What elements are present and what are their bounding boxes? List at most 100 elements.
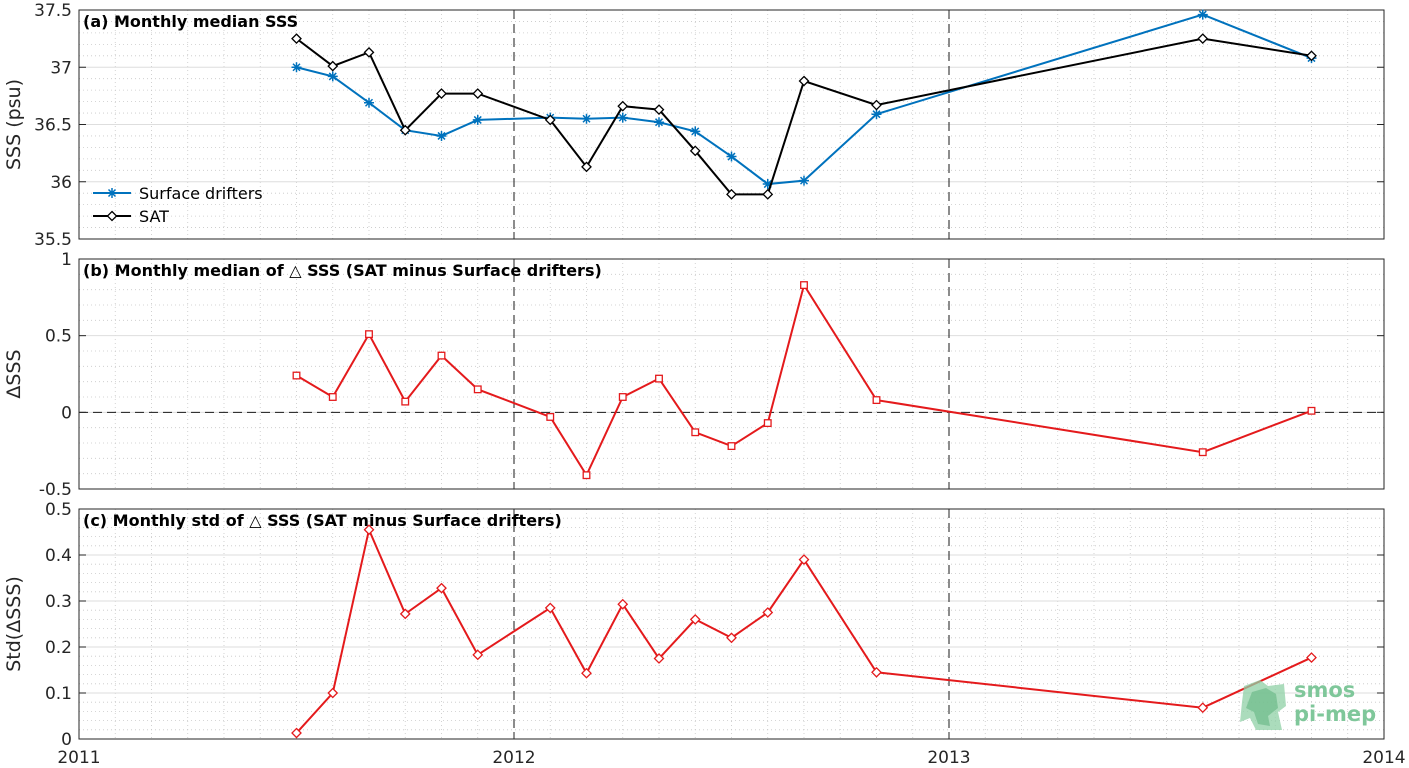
data-point bbox=[762, 179, 773, 190]
data-point bbox=[544, 114, 556, 126]
y-tick-label: 0.2 bbox=[45, 638, 72, 658]
y-tick-label: 1 bbox=[61, 250, 72, 270]
panel-a: 35.5 36 36.5 37 37.5 SSS (psu) (a) Monthly med… bbox=[3, 1, 1385, 250]
data-point bbox=[436, 130, 447, 141]
x-tick-label: 2012 bbox=[492, 748, 535, 768]
data-point bbox=[727, 442, 736, 451]
data-point bbox=[798, 554, 810, 566]
logo-line1: smos bbox=[1294, 678, 1356, 702]
logo-line2: pi-mep bbox=[1294, 702, 1377, 726]
data-point bbox=[363, 524, 375, 536]
data-point bbox=[582, 471, 591, 480]
data-point bbox=[690, 126, 701, 137]
data-point bbox=[1197, 9, 1208, 20]
data-point bbox=[1306, 50, 1317, 62]
panel-title: (b) Monthly median of △ SSS (SAT minus S… bbox=[83, 261, 602, 280]
data-point bbox=[291, 727, 302, 739]
data-point bbox=[436, 582, 447, 594]
data-point bbox=[689, 145, 701, 157]
data-point bbox=[1197, 702, 1209, 714]
y-tick-label: 0.5 bbox=[45, 327, 72, 347]
data-point bbox=[1198, 448, 1207, 457]
data-point bbox=[1197, 33, 1209, 45]
legend: Surface drifters SAT bbox=[93, 184, 263, 226]
data-point bbox=[726, 632, 737, 644]
series-delta bbox=[292, 281, 1316, 480]
data-point bbox=[363, 46, 375, 58]
data-point bbox=[618, 393, 627, 401]
data-point bbox=[546, 412, 555, 421]
panel-title: (a) Monthly median SSS bbox=[83, 12, 298, 31]
data-point bbox=[327, 71, 338, 82]
y-tick-label: 0 bbox=[61, 403, 72, 423]
y-axis-label: ΔSSS bbox=[3, 349, 25, 398]
axes-box bbox=[78, 258, 1385, 490]
y-tick-label: 0.3 bbox=[45, 592, 72, 612]
y-tick-label: 0.4 bbox=[45, 546, 72, 566]
data-point bbox=[871, 666, 882, 678]
x-tick-label: 2011 bbox=[57, 748, 100, 768]
data-point bbox=[107, 188, 117, 198]
data-point bbox=[328, 393, 337, 401]
y-tick-label: 36.5 bbox=[34, 116, 72, 136]
data-point bbox=[800, 281, 808, 290]
data-point bbox=[581, 667, 592, 679]
data-point bbox=[581, 161, 592, 173]
data-point bbox=[401, 397, 410, 406]
data-point bbox=[364, 97, 374, 108]
data-point bbox=[653, 653, 665, 664]
y-tick-label: 0 bbox=[61, 730, 72, 750]
data-point bbox=[617, 112, 628, 123]
data-point bbox=[653, 104, 665, 116]
data-point bbox=[872, 396, 881, 405]
data-point bbox=[762, 188, 774, 200]
y-axis-label: SSS (psu) bbox=[3, 79, 25, 170]
panel-c: 0 0.1 0.2 0.3 0.4 0.5 Std(ΔSSS) (c) Monthly std… bbox=[3, 500, 1385, 750]
y-tick-label: 0.1 bbox=[45, 684, 72, 704]
y-axis-label: Std(ΔSSS) bbox=[3, 576, 25, 672]
y-tick-label: 37.5 bbox=[34, 1, 72, 21]
data-point bbox=[544, 602, 556, 614]
data-point bbox=[798, 75, 810, 87]
series-sat bbox=[291, 33, 1317, 200]
y-tick-label: -0.5 bbox=[39, 480, 72, 500]
data-point bbox=[1307, 406, 1316, 415]
data-point bbox=[726, 151, 737, 162]
y-tick-label: 0.5 bbox=[45, 500, 72, 520]
smos-pimep-logo: smos pi-mep bbox=[1238, 676, 1378, 734]
y-tick-label: 36 bbox=[50, 173, 72, 193]
data-point bbox=[762, 607, 774, 618]
data-point bbox=[106, 210, 118, 222]
legend-entry: SAT bbox=[139, 207, 169, 226]
data-point bbox=[473, 385, 482, 394]
y-tick-label: 35.5 bbox=[34, 230, 72, 250]
data-point bbox=[617, 598, 629, 610]
data-point bbox=[689, 613, 701, 625]
data-point bbox=[871, 109, 882, 120]
data-point bbox=[799, 175, 809, 186]
data-point bbox=[871, 99, 882, 111]
data-point bbox=[365, 330, 373, 339]
data-point bbox=[763, 419, 772, 428]
axes-box bbox=[78, 508, 1385, 740]
data-point bbox=[472, 649, 484, 661]
series-delta bbox=[291, 524, 1317, 739]
data-point bbox=[291, 62, 302, 73]
data-point bbox=[327, 60, 339, 72]
legend-entry: Surface drifters bbox=[139, 184, 263, 203]
data-point bbox=[472, 88, 484, 100]
data-point bbox=[654, 117, 664, 128]
data-point bbox=[327, 687, 339, 699]
data-point bbox=[399, 124, 411, 136]
data-point bbox=[292, 371, 301, 380]
y-tick-label: 37 bbox=[50, 58, 72, 78]
data-point bbox=[472, 114, 483, 125]
x-tick-label: 2013 bbox=[927, 748, 970, 768]
logo-map-icon bbox=[1240, 680, 1286, 730]
panel-title: (c) Monthly std of △ SSS (SAT minus Surf… bbox=[83, 511, 562, 530]
data-point bbox=[655, 374, 663, 383]
data-point bbox=[291, 33, 302, 45]
x-tick-label: 2014 bbox=[1362, 748, 1405, 768]
data-point bbox=[437, 351, 446, 360]
data-point bbox=[581, 113, 592, 124]
